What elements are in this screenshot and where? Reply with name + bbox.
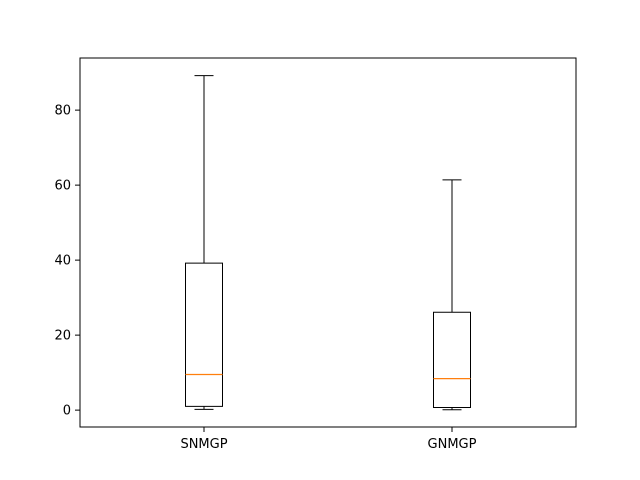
y-axis: 0 20 40 60 80 [54, 104, 80, 419]
x-tick-label: SNMGP [180, 437, 227, 452]
plot-area [79, 57, 577, 428]
y-tick-label: 40 [54, 254, 71, 269]
box-snmgp [185, 75, 223, 410]
x-axis: SNMGP GNMGP [180, 427, 477, 452]
y-tick-label: 20 [54, 329, 71, 344]
boxes [185, 75, 471, 411]
y-tick-label: 80 [54, 104, 71, 119]
iqr-box [433, 311, 471, 408]
iqr-box [185, 262, 223, 407]
x-tick-label: GNMGP [428, 437, 477, 452]
box-gnmgp [433, 179, 471, 411]
y-tick-label: 60 [54, 179, 71, 194]
y-tick-label: 0 [63, 404, 71, 419]
